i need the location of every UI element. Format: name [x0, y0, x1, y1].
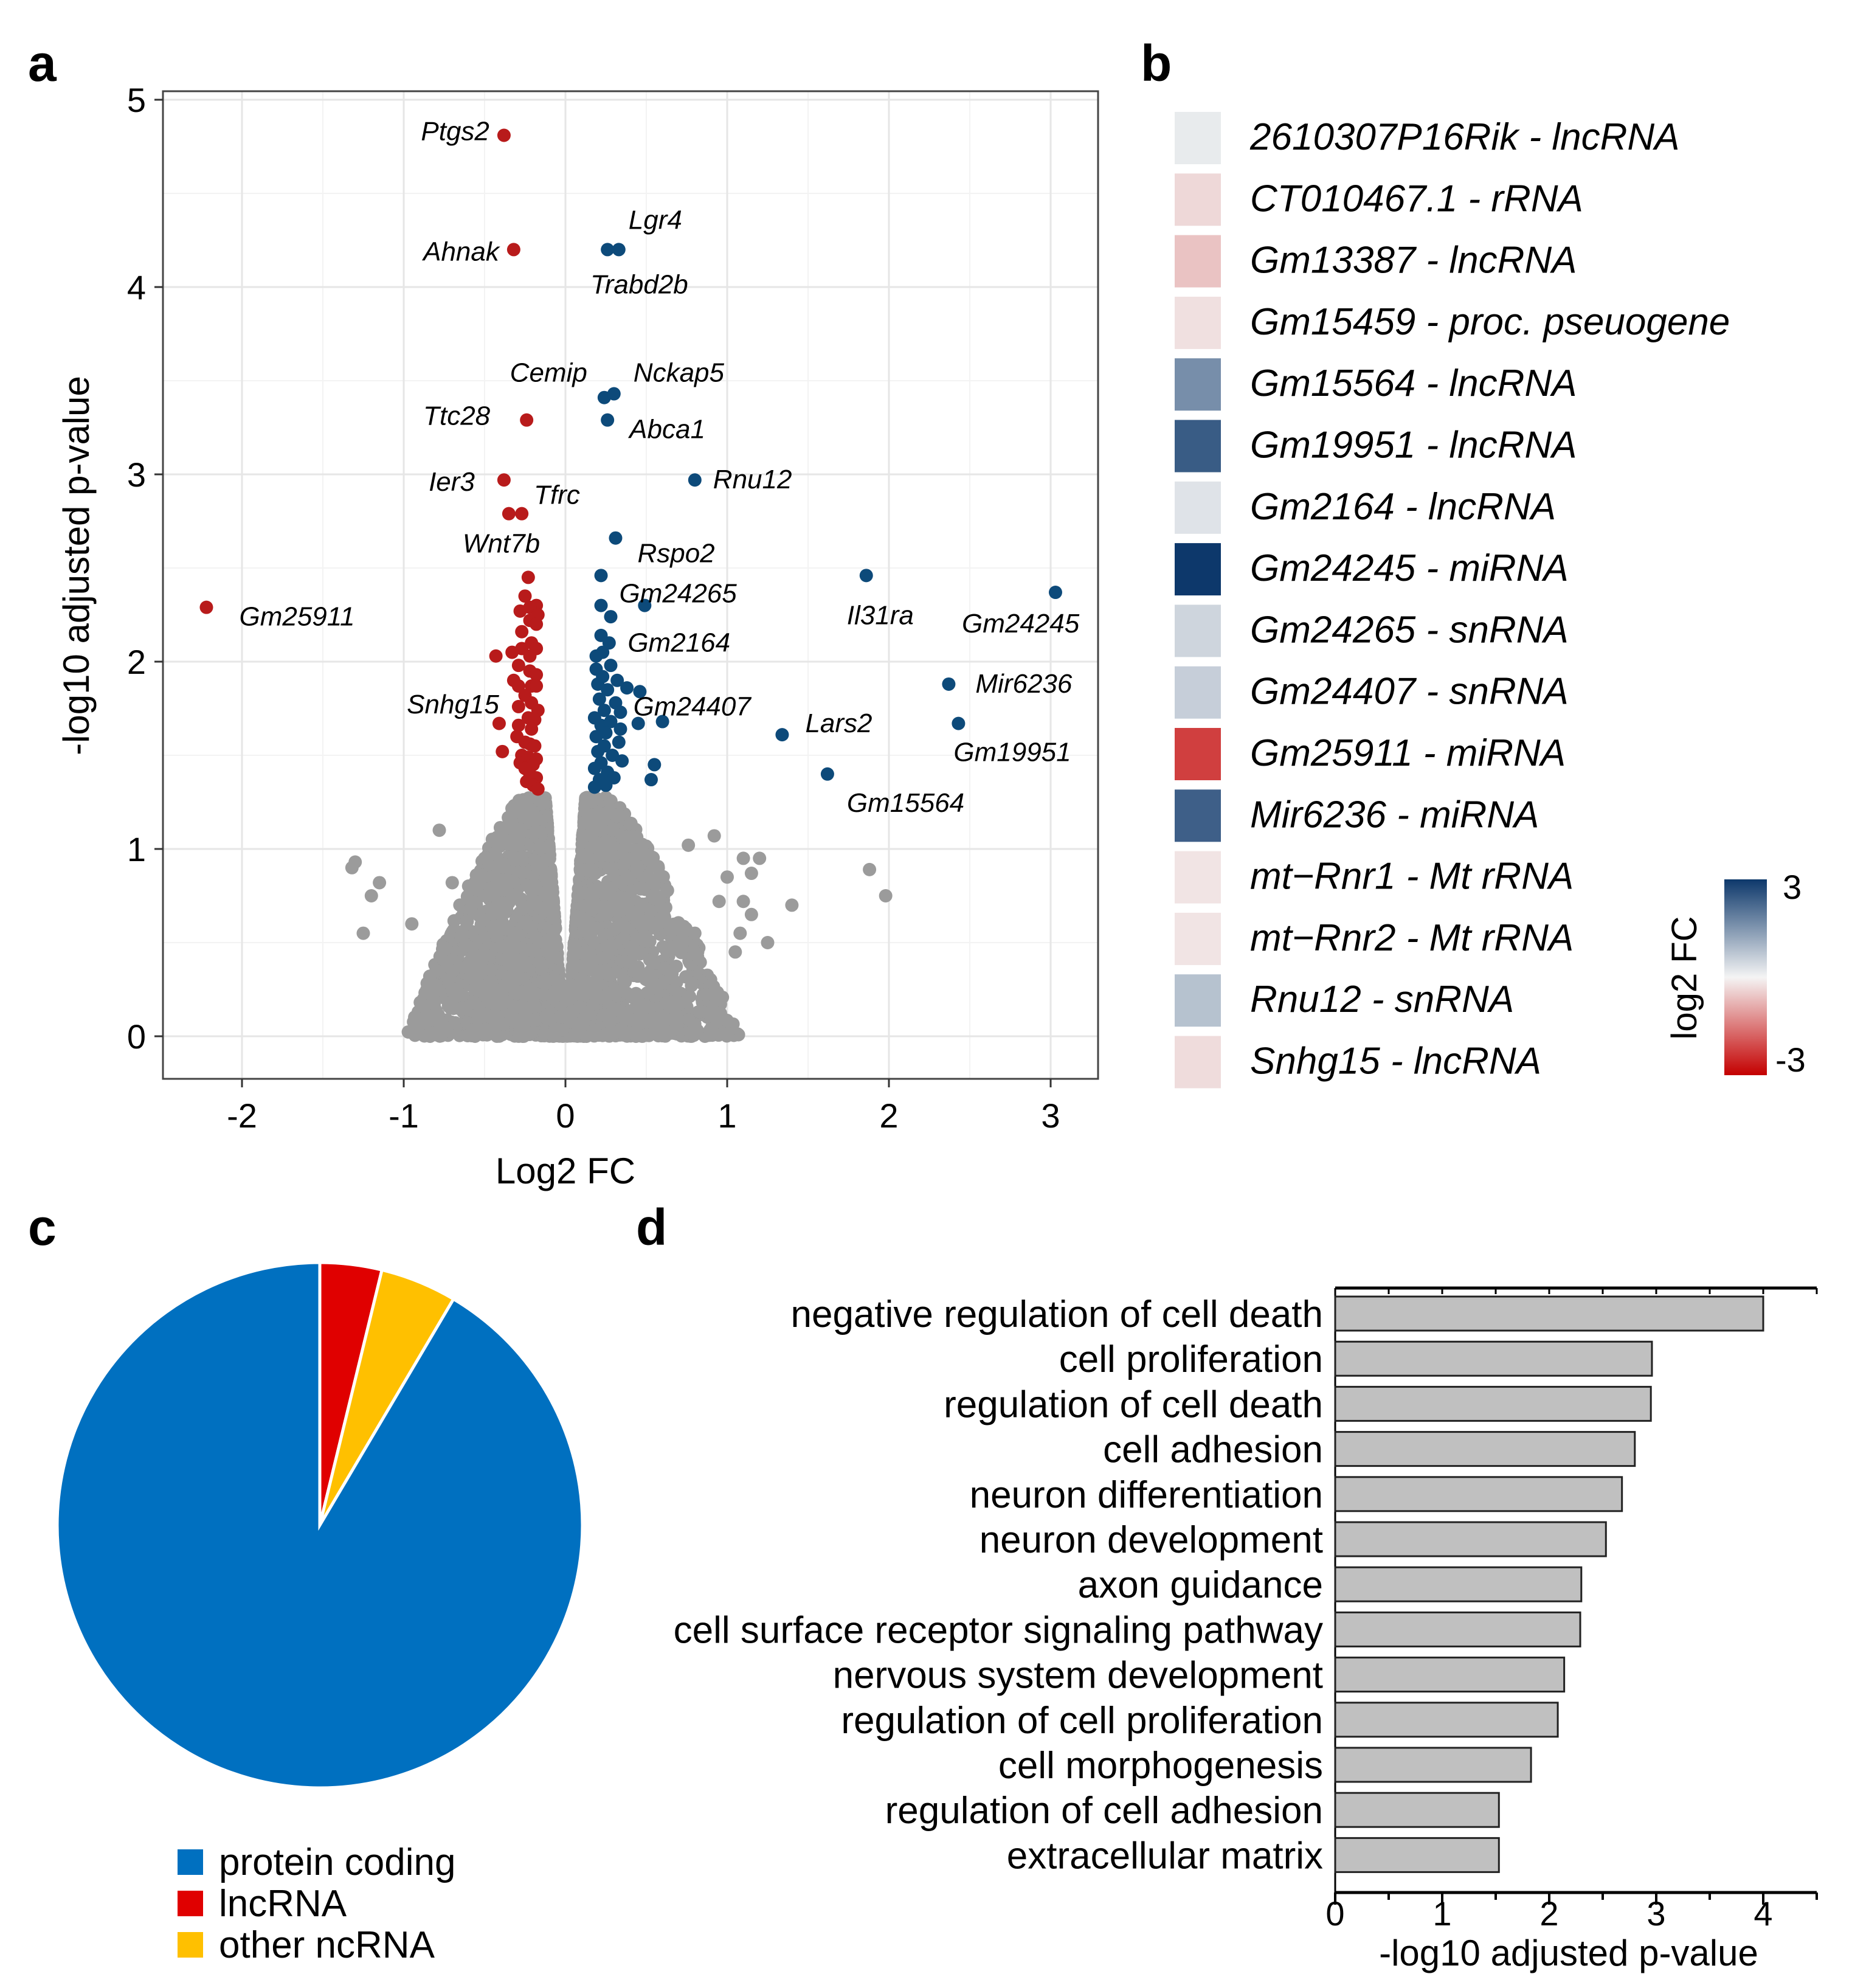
x-axis-title: -log10 adjusted p-value [1379, 1933, 1758, 1973]
bar [1334, 1657, 1566, 1693]
bar-category-label: regulation of cell proliferation [841, 1700, 1323, 1742]
x-tick-label: 0 [1325, 1894, 1344, 1933]
bar [1334, 1566, 1583, 1602]
x-tick-label: 1 [1432, 1894, 1451, 1933]
bar-category-label: neuron differentiation [970, 1474, 1323, 1516]
bar [1334, 1385, 1652, 1422]
x-tick-label: 2 [1539, 1894, 1558, 1933]
bar-category-label: extracellular matrix [1007, 1835, 1323, 1877]
x-tick-label: 4 [1754, 1894, 1772, 1933]
bar [1334, 1611, 1581, 1647]
bar [1334, 1837, 1500, 1873]
bar-category-label: cell morphogenesis [998, 1745, 1323, 1787]
bar-category-label: nervous system development [833, 1655, 1323, 1697]
bar-category-label: cell adhesion [1103, 1429, 1323, 1471]
panel-label-d: d [636, 1199, 668, 1256]
bar [1334, 1792, 1500, 1828]
bar-category-label: negative regulation of cell death [790, 1294, 1323, 1335]
nonsignificant-points [345, 791, 893, 1043]
panel-label-c: c [28, 1199, 57, 1256]
bar-category-label: cell surface receptor signaling pathway [674, 1609, 1323, 1651]
bar-category-label: cell proliferation [1059, 1339, 1323, 1380]
bar-category-label: regulation of cell adhesion [885, 1790, 1323, 1832]
x-tick-label: 3 [1646, 1894, 1665, 1933]
bar-category-label: regulation of cell death [944, 1384, 1323, 1425]
panel-label-b: b [1141, 35, 1172, 92]
bar [1334, 1340, 1653, 1377]
bar [1334, 1295, 1764, 1332]
bar [1334, 1747, 1532, 1783]
bar [1334, 1476, 1623, 1512]
bar-category-label: axon guidance [1078, 1564, 1323, 1606]
bar-category-label: neuron development [980, 1519, 1323, 1561]
bar [1334, 1702, 1559, 1738]
bar [1334, 1521, 1607, 1557]
bar [1334, 1431, 1636, 1467]
panel-label-a: a [28, 35, 57, 92]
